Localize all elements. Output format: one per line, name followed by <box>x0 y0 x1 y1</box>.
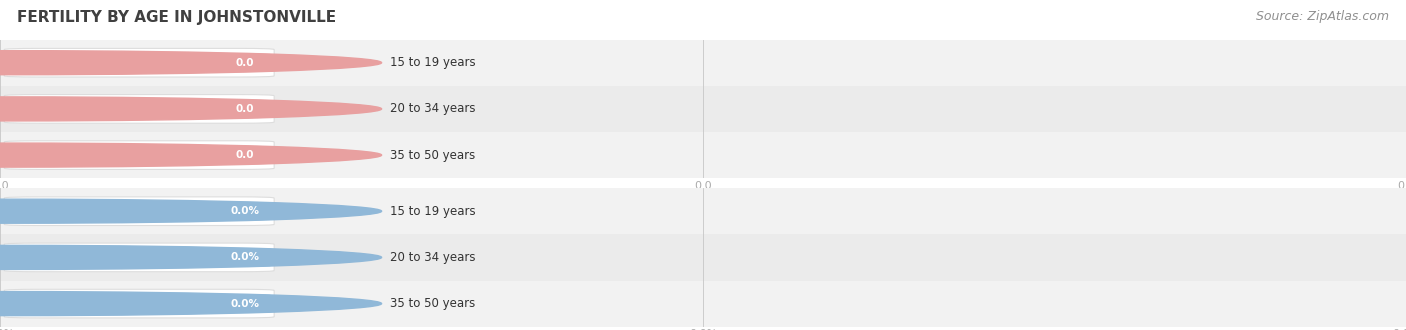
Bar <box>0 86 1406 132</box>
FancyBboxPatch shape <box>218 202 271 220</box>
FancyBboxPatch shape <box>218 146 271 164</box>
Text: 0.0%: 0.0% <box>231 206 259 216</box>
FancyBboxPatch shape <box>4 243 274 272</box>
Text: 20 to 34 years: 20 to 34 years <box>389 102 475 115</box>
Bar <box>0 188 1406 234</box>
Circle shape <box>0 199 381 223</box>
Circle shape <box>0 51 381 75</box>
FancyBboxPatch shape <box>4 95 274 123</box>
Bar <box>0 234 1406 280</box>
Circle shape <box>0 97 381 121</box>
Circle shape <box>0 246 381 269</box>
Circle shape <box>0 143 381 167</box>
Text: 0.0: 0.0 <box>235 150 254 160</box>
Text: 0.0: 0.0 <box>235 104 254 114</box>
FancyBboxPatch shape <box>218 53 271 72</box>
Text: FERTILITY BY AGE IN JOHNSTONVILLE: FERTILITY BY AGE IN JOHNSTONVILLE <box>17 10 336 25</box>
FancyBboxPatch shape <box>4 49 274 77</box>
FancyBboxPatch shape <box>218 100 271 118</box>
Bar <box>0 40 1406 86</box>
Bar <box>0 132 1406 178</box>
Text: Source: ZipAtlas.com: Source: ZipAtlas.com <box>1256 10 1389 23</box>
FancyBboxPatch shape <box>218 248 271 267</box>
Text: 15 to 19 years: 15 to 19 years <box>389 205 475 218</box>
Text: 35 to 50 years: 35 to 50 years <box>389 148 475 162</box>
Text: 20 to 34 years: 20 to 34 years <box>389 251 475 264</box>
Circle shape <box>0 292 381 315</box>
Text: 0.0%: 0.0% <box>231 299 259 309</box>
FancyBboxPatch shape <box>4 197 274 225</box>
FancyBboxPatch shape <box>4 289 274 318</box>
Text: 0.0%: 0.0% <box>231 252 259 262</box>
Text: 35 to 50 years: 35 to 50 years <box>389 297 475 310</box>
Text: 0.0: 0.0 <box>235 58 254 68</box>
FancyBboxPatch shape <box>218 294 271 313</box>
Text: 15 to 19 years: 15 to 19 years <box>389 56 475 69</box>
Bar <box>0 280 1406 327</box>
FancyBboxPatch shape <box>4 141 274 169</box>
